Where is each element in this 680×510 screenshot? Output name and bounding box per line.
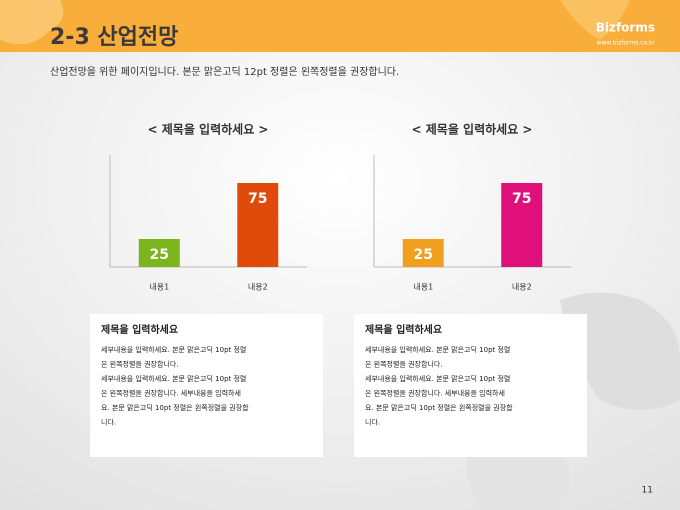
box-line: 은 왼쪽정렬을 권장합니다. (101, 360, 179, 369)
box-line: 세부내용을 입력하세요. 본문 맑은고딕 10pt 정렬 (101, 374, 246, 383)
brand-url: www.bizforms.co.kr (597, 40, 656, 47)
x-tick-label: 내용2 (248, 283, 268, 292)
x-tick-label: 내용1 (149, 283, 169, 292)
puzzle-deco (0, 0, 64, 45)
value-label: 75 (512, 191, 531, 207)
box-line: 은 왼쪽정렬을 권장합니다. (365, 360, 443, 369)
brand: Bizforms (596, 21, 655, 35)
value-label: 25 (414, 247, 433, 263)
chart-title: < 제목을 입력하세요 > (148, 122, 269, 137)
text-box (354, 314, 587, 457)
bar (501, 183, 543, 267)
box-line: 니다. (101, 418, 116, 427)
box-title: 제목을 입력하세요 (365, 323, 442, 336)
box-line: 세부내용을 입력하세요. 본문 맑은고딕 10pt 정렬 (365, 374, 510, 383)
x-tick-label: 내용1 (413, 283, 433, 292)
bar (237, 183, 279, 267)
puzzle-deco (560, 292, 680, 410)
chart-title: < 제목을 입력하세요 > (412, 122, 533, 137)
puzzle-deco (560, 0, 630, 40)
value-label: 25 (150, 247, 169, 263)
box-line: 요. 본문 맑은고딕 10pt 정렬은 왼쪽정렬을 권장합 (365, 403, 513, 412)
value-label: 75 (248, 191, 267, 207)
box-line: 니다. (365, 418, 380, 427)
bar (138, 239, 180, 267)
subtitle: 산업전망을 위한 페이지입니다. 본문 맑은고딕 12pt 정렬은 왼쪽정렬을 … (50, 65, 399, 78)
box-line: 은 왼쪽정렬을 권장합니다. 세부내용을 입력하세 (101, 389, 241, 398)
text-box (90, 314, 323, 457)
box-line: 은 왼쪽정렬을 권장합니다. 세부내용을 입력하세 (365, 389, 505, 398)
x-tick-label: 내용2 (512, 283, 532, 292)
page-number: 11 (642, 486, 653, 496)
page-title: 2-3 산업전망 (50, 25, 178, 50)
box-title: 제목을 입력하세요 (101, 323, 178, 336)
box-line: 세부내용을 입력하세요. 본문 맑은고딕 10pt 정렬 (365, 345, 510, 354)
bar (402, 239, 444, 267)
box-line: 세부내용을 입력하세요. 본문 맑은고딕 10pt 정렬 (101, 345, 246, 354)
box-line: 요. 본문 맑은고딕 10pt 정렬은 왼쪽정렬을 권장합 (101, 403, 249, 412)
